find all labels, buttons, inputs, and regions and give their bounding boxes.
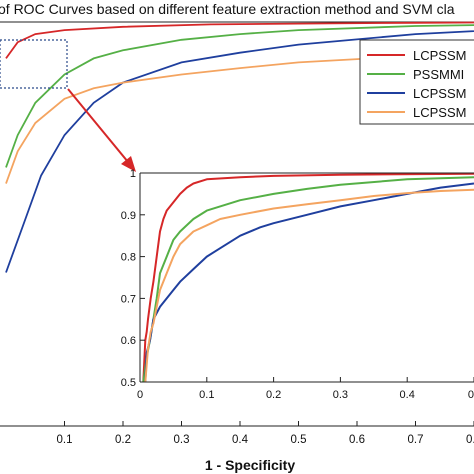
inset-y-tick-label: 0.7 <box>121 293 136 305</box>
inset-x-tick-label: 0.4 <box>400 389 415 401</box>
main-x-tick-label: 0.8 <box>466 434 474 446</box>
main-x-tick-label: 0.7 <box>408 434 424 446</box>
main-x-tick-label: 0.2 <box>115 434 131 446</box>
main-x-tick-label: 0.3 <box>174 434 190 446</box>
inset-background <box>140 173 474 382</box>
chart-title: of ROC Curves based on different feature… <box>0 1 455 17</box>
inset-x-tick-label: 0.2 <box>266 389 281 401</box>
inset-y-tick-label: 0.6 <box>121 335 136 347</box>
inset-series-line-0 <box>142 172 474 383</box>
inset-x-tick-label: 0.1 <box>199 389 214 401</box>
main-x-tick-label: 0.4 <box>232 434 249 446</box>
main-series-line-3 <box>5 52 474 184</box>
zoom-arrow-head <box>121 156 136 172</box>
main-axes <box>0 21 474 427</box>
inset-y-tick-label: 0.9 <box>121 210 136 222</box>
inset-curves <box>142 172 474 383</box>
main-curves <box>5 21 474 273</box>
main-x-tick-label: 0.6 <box>349 434 365 446</box>
legend: LCPSSM PSSMMI LCPSSM LCPSSM <box>359 39 474 125</box>
legend-label: LCPSSM <box>413 48 466 63</box>
inset-y-tick-label: 0.8 <box>121 252 136 264</box>
inset-series-line-3 <box>144 188 474 383</box>
inset-x-tick-label: 0 <box>468 389 474 401</box>
main-series-line-0 <box>5 21 474 59</box>
inset-y-tick-label: 1 <box>130 168 136 180</box>
main-series-line-1 <box>5 24 474 168</box>
x-axis-label: 1 - Specificity <box>205 457 295 473</box>
inset-frame <box>139 172 474 383</box>
legend-items: LCPSSM PSSMMI LCPSSM LCPSSM <box>367 48 466 120</box>
legend-label: LCPSSM <box>413 86 466 101</box>
legend-label: LCPSSM <box>413 105 466 120</box>
inset-x-tick-label: 0.3 <box>333 389 348 401</box>
main-x-ticks: 0.10.20.30.40.50.60.70.80.9 <box>57 421 474 446</box>
legend-label: PSSMMI <box>413 67 464 82</box>
zoom-arrow-line <box>67 88 129 163</box>
main-x-tick-label: 0.5 <box>291 434 307 446</box>
main-x-tick-label: 0.1 <box>57 434 73 446</box>
inset-x-ticks: 0 0.1 0.2 0.3 0.4 0 <box>137 377 474 401</box>
inset-y-ticks: 0.5 0.6 0.7 0.8 0.9 1 <box>121 168 145 389</box>
zoom-region-box <box>0 39 68 89</box>
inset-x-tick-label: 0 <box>137 389 143 401</box>
inset-y-tick-label: 0.5 <box>121 377 136 389</box>
